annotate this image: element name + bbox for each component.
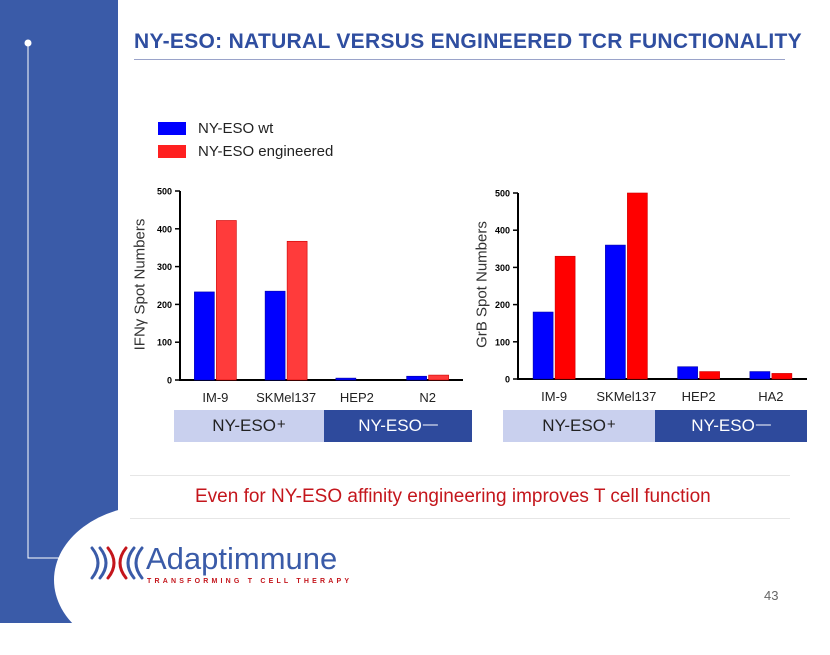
group-box-negative-right: NY-ESO — — [655, 410, 807, 442]
legend-label-engineered: NY-ESO engineered — [198, 142, 334, 160]
ifng-x-tick-label: IM-9 — [202, 390, 228, 405]
ifng-y-tick-label: 100 — [157, 338, 172, 348]
ifng-y-tick-label: 0 — [167, 376, 172, 386]
ifng-x-tick-label: SKMel137 — [256, 390, 316, 405]
grb-bar-wt — [749, 371, 771, 380]
ifng-y-tick-label: 300 — [157, 262, 172, 272]
group-sup-positive-right: + — [606, 415, 616, 433]
grb-bar-wt — [677, 366, 698, 380]
ifng-bar-wt — [194, 291, 215, 381]
grb-y-tick-label: 400 — [495, 226, 510, 236]
tagline: Even for NY-ESO affinity engineering imp… — [195, 486, 711, 507]
grb-x-tick-label: IM-9 — [541, 389, 567, 404]
page-number: 43 — [764, 588, 779, 603]
grb-y-tick-label: 300 — [495, 263, 510, 273]
ifng-y-tick-label: 200 — [157, 300, 172, 310]
group-box-negative-left: NY-ESO — — [324, 410, 472, 442]
ifng-bar-chart: 0 100 200 300 400 500 IM-9 SKMel137 HEP2 N2 — [157, 187, 463, 405]
group-label-positive-right: NY-ESO — [542, 416, 606, 435]
grb-y-tick-label: 100 — [495, 337, 510, 347]
ifng-bar-wt — [406, 375, 427, 381]
adaptimmune-helix-icon — [90, 546, 144, 580]
group-sup-negative-left: — — [422, 415, 438, 433]
ifng-bar-engineered — [216, 220, 237, 381]
ifng-y-tick-label: 500 — [157, 187, 172, 197]
logo-tagline: TRANSFORMING T CELL THERAPY — [147, 578, 353, 585]
sidebar-connector-line — [24, 39, 84, 559]
legend-swatch-engineered — [158, 144, 186, 158]
group-label-negative-left: NY-ESO — [358, 416, 422, 435]
ifng-bar-engineered — [428, 374, 449, 381]
grb-bar-chart: 0 100 200 300 400 500 IM-9 SKMel137 HEP2 HA2 — [495, 189, 807, 404]
legend-item-wt: NY-ESO wt — [158, 119, 273, 137]
grb-y-tick-label: 500 — [495, 189, 510, 199]
legend-item-engineered: NY-ESO engineered — [158, 142, 333, 160]
grb-bar-engineered — [699, 371, 720, 380]
ifng-bar-wt — [335, 377, 357, 381]
grb-bar-wt — [605, 244, 626, 380]
title-underline — [134, 59, 785, 60]
group-box-positive-left: NY-ESO + — [174, 410, 324, 442]
grb-y-tick-label: 200 — [495, 300, 510, 310]
page-title: NY-ESO: NATURAL VERSUS ENGINEERED TCR FU… — [134, 30, 802, 53]
ifng-y-tick-label: 400 — [157, 224, 172, 234]
ifng-x-tick-label: N2 — [419, 390, 436, 405]
tagline-divider-bottom — [130, 518, 790, 519]
grb-x-tick-label: HA2 — [758, 389, 783, 404]
ifng-y-axis-label: IFNγ Spot Numbers — [131, 218, 149, 351]
grb-y-axis-label: GrB Spot Numbers — [473, 221, 491, 348]
tagline-divider-top — [130, 475, 790, 476]
grb-bar-engineered — [627, 192, 648, 380]
group-sup-negative-right: — — [755, 415, 771, 433]
grb-x-tick-label: HEP2 — [682, 389, 716, 404]
group-sup-positive-left: + — [276, 415, 286, 433]
ifng-bar-wt — [264, 290, 286, 381]
grb-bar-engineered — [554, 255, 576, 380]
group-box-positive-right: NY-ESO + — [503, 410, 655, 442]
legend-label-wt: NY-ESO wt — [198, 119, 274, 137]
ifng-x-tick-label: HEP2 — [340, 390, 374, 405]
group-label-positive-left: NY-ESO — [212, 416, 276, 435]
group-label-negative-right: NY-ESO — [691, 416, 755, 435]
ifng-bar-engineered — [286, 240, 308, 381]
grb-x-tick-label: SKMel137 — [596, 389, 656, 404]
logo-wordmark: Adaptimmune — [146, 541, 338, 576]
grb-bar-engineered — [771, 373, 793, 380]
legend-swatch-wt — [158, 121, 186, 135]
grb-y-tick-label: 0 — [505, 375, 510, 385]
grb-bar-wt — [532, 311, 554, 380]
